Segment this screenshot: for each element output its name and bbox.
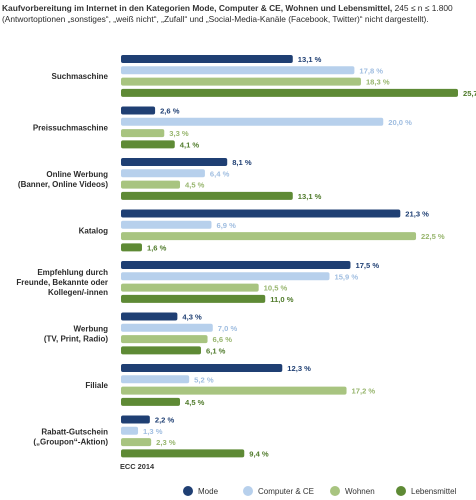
chart-title-text: Kaufvorbereitung im Internet in den Kate… [2, 3, 393, 13]
bar [121, 294, 266, 303]
data-label: 8,1 % [232, 158, 252, 167]
bar [121, 232, 417, 241]
legend-item: Wohnen [330, 484, 375, 498]
data-label: 2,2 % [155, 416, 175, 425]
data-label: 3,3 % [169, 129, 189, 138]
chart-title: Kaufvorbereitung im Internet in den Kate… [2, 3, 392, 13]
data-label: 1,3 % [143, 427, 163, 436]
legend-swatch [183, 486, 193, 496]
legend-swatch [396, 486, 406, 496]
bar [121, 88, 458, 97]
data-label: 11,0 % [270, 295, 293, 304]
bar [121, 312, 178, 321]
bar [121, 364, 283, 372]
bar [121, 129, 165, 138]
data-label: 18,3 % [366, 78, 390, 87]
category-label: (Banner, Online Videos) [18, 180, 108, 189]
category-label: Werbung [73, 324, 108, 333]
data-label: 21,3 % [405, 210, 429, 219]
bar-chart: Suchmaschine 13,1 % 17,8 % 18,3 % 25,7 % Prei… [16, 55, 476, 458]
data-label: 15,9 % [334, 272, 358, 281]
data-label: 10,5 % [264, 284, 288, 293]
category-label: Online Werbung [46, 170, 108, 179]
data-label: 17,8 % [359, 66, 383, 75]
data-label: 7,0 % [218, 324, 238, 333]
chart-subtitle: (Antwortoptionen „sonstiges“, „weiß nich… [2, 13, 429, 24]
bar [121, 323, 213, 332]
data-label: 4,3 % [182, 313, 202, 322]
data-label: 4,1 % [180, 140, 200, 149]
legend-item: Computer & CE [243, 484, 314, 498]
bar [121, 191, 293, 200]
category-label: („Groupon“-Aktion) [33, 437, 108, 446]
data-label: 6,6 % [213, 335, 233, 344]
data-label: 9,4 % [249, 449, 269, 458]
bar [121, 449, 245, 458]
chart-title-block: Kaufvorbereitung im Internet in den Kate… [2, 3, 474, 24]
source-label: ECC 2014 [120, 462, 155, 471]
bar [121, 140, 175, 149]
legend-label: Mode [198, 486, 219, 496]
bar [121, 261, 351, 269]
bar [121, 220, 212, 229]
bar [121, 66, 355, 75]
category-label: Rabatt-Gutschein [41, 427, 108, 436]
category-label: Empfehlung durch [37, 268, 108, 277]
legend-label: Lebensmittel [411, 486, 457, 496]
bar [121, 426, 139, 435]
data-label: 12,3 % [287, 364, 311, 373]
data-label: 17,5 % [355, 261, 379, 270]
data-label: 4,5 % [185, 181, 205, 190]
legend-swatch [243, 486, 253, 496]
category-label: (TV, Print, Radio) [44, 334, 108, 343]
bar [121, 438, 152, 447]
data-label: 22,5 % [421, 232, 445, 241]
legend-swatch [330, 486, 340, 496]
bar [121, 209, 401, 218]
legend-item: Mode [183, 484, 218, 498]
chart-sample-size: 245 ≤ n ≤ 1.800 [392, 3, 453, 13]
bar [121, 158, 228, 166]
bar [121, 169, 205, 178]
data-label: 5,2 % [194, 375, 214, 384]
bar [121, 272, 330, 281]
category-label: Katalog [79, 226, 108, 235]
category-label: Freunde, Bekannte oder [16, 278, 108, 287]
bar [121, 283, 259, 292]
data-label: 2,3 % [156, 438, 176, 447]
data-label: 13,1 % [298, 192, 322, 201]
data-label: 13,1 % [298, 55, 322, 64]
bar [121, 117, 384, 126]
bar [121, 346, 201, 355]
category-label: Kollegen/-innen [48, 288, 108, 297]
legend-label: Wohnen [345, 486, 375, 496]
legend-item: Lebensmittel [396, 484, 456, 498]
bar [121, 375, 190, 384]
legend: Mode Computer & CE Wohnen Lebensmittel [0, 484, 476, 498]
category-label: Suchmaschine [52, 72, 109, 81]
data-label: 6,9 % [216, 221, 236, 230]
bar [121, 397, 181, 406]
data-label: 25,7 % [463, 89, 476, 98]
data-label: 1,6 % [147, 243, 167, 252]
bar [121, 386, 347, 395]
data-label: 2,6 % [160, 107, 180, 116]
data-label: 20,0 % [388, 118, 412, 127]
bar [121, 335, 208, 344]
legend-label: Computer & CE [258, 486, 315, 496]
data-label: 4,5 % [185, 398, 205, 407]
bar [121, 243, 142, 252]
data-label: 17,2 % [352, 387, 376, 396]
data-label: 6,1 % [206, 346, 226, 355]
category-label: Filiale [85, 381, 108, 390]
data-label: 6,4 % [210, 169, 230, 178]
bar [121, 77, 361, 86]
bar [121, 106, 156, 115]
bar [121, 180, 181, 189]
bar [121, 55, 293, 63]
category-label: Preissuchmaschine [33, 123, 109, 132]
bar [121, 415, 150, 424]
